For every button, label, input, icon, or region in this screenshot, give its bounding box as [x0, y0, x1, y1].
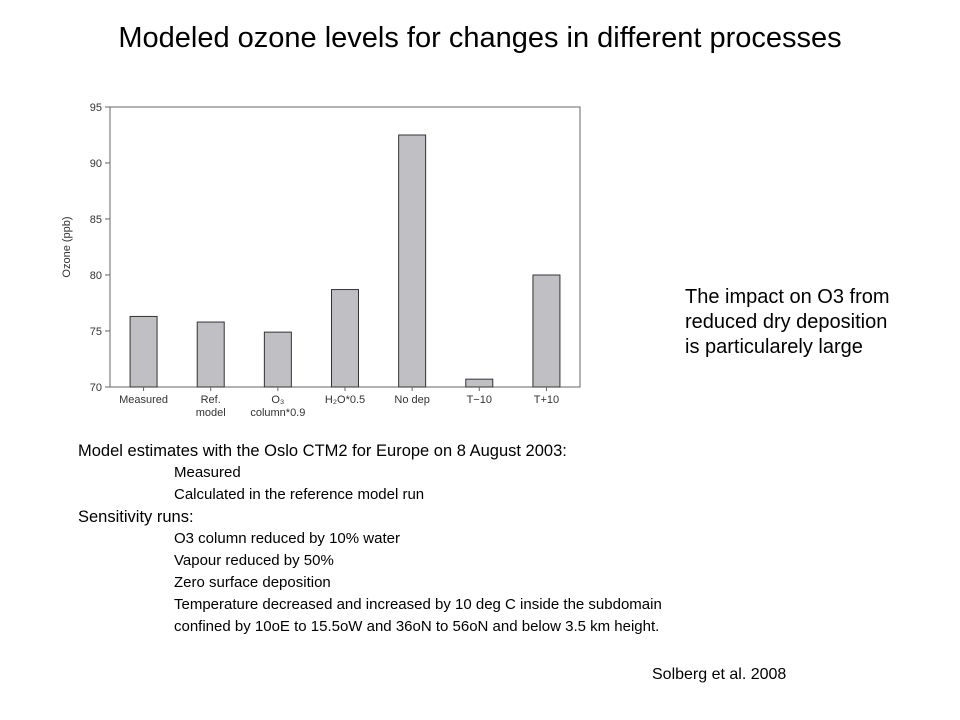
- y-tick-label: 95: [90, 102, 102, 114]
- x-tick-label: Ref. model: [196, 394, 226, 419]
- notes-heading: Model estimates with the Oslo CTM2 for E…: [78, 442, 567, 460]
- bar: [331, 289, 359, 388]
- notes-item: Zero surface deposition: [174, 574, 331, 591]
- bar: [532, 274, 561, 388]
- notes-block: Model estimates with the Oslo CTM2 for E…: [78, 440, 662, 638]
- bar: [465, 378, 494, 388]
- slide-title: Modeled ozone levels for changes in diff…: [118, 22, 842, 54]
- notes-item: O3 column reduced by 10% water: [174, 530, 400, 547]
- notes-subheading: Sensitivity runs:: [78, 508, 194, 526]
- y-tick-label: 70: [90, 382, 102, 394]
- citation: Solberg et al. 2008: [652, 666, 787, 683]
- ozone-bar-chart: 70 75 80 85 90 95 Measured Ref. model O₃ column*0…: [61, 102, 581, 419]
- y-tick-label: 90: [90, 158, 102, 170]
- y-tick-label: 75: [90, 326, 102, 338]
- side-note-line: is particularely large: [685, 336, 863, 358]
- x-tick-label: Measured: [119, 394, 168, 406]
- notes-item: Measured: [174, 464, 241, 481]
- y-axis-label: Ozone (ppb): [61, 216, 73, 277]
- x-tick-label: T−10: [467, 394, 492, 406]
- notes-item: Calculated in the reference model run: [174, 486, 425, 503]
- y-tick-label: 80: [90, 270, 102, 282]
- side-note-line: reduced dry deposition: [685, 311, 888, 333]
- notes-item: Temperature decreased and increased by 1…: [174, 596, 662, 613]
- bar: [263, 331, 292, 388]
- side-note-line: The impact on O3 from: [685, 286, 890, 308]
- bar: [129, 315, 158, 388]
- x-tick-label: No dep: [394, 394, 429, 406]
- x-tick-label: T+10: [534, 394, 559, 406]
- notes-item: Vapour reduced by 50%: [174, 552, 334, 569]
- x-tick-label: O₃ column*0.9: [250, 394, 305, 419]
- x-tick-label: H₂O*0.5: [325, 394, 365, 406]
- notes-item: confined by 10oE to 15.5oW and 36oN to 5…: [174, 618, 660, 635]
- y-tick-label: 85: [90, 214, 102, 226]
- bar: [398, 134, 427, 388]
- bar: [196, 321, 225, 388]
- side-note: The impact on O3 from reduced dry deposi…: [685, 285, 955, 360]
